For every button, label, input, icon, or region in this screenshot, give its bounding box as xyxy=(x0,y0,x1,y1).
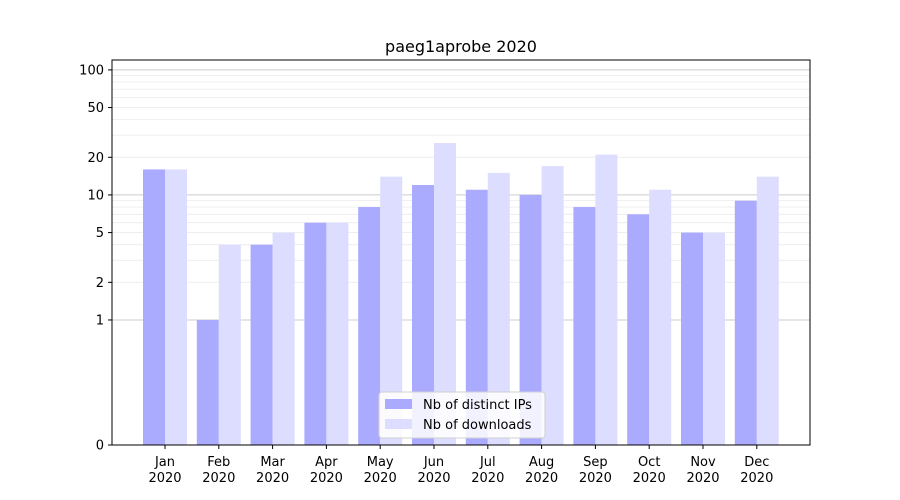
legend-label-downloads: Nb of downloads xyxy=(423,418,532,433)
x-tick-label-year: 2020 xyxy=(471,471,504,486)
legend: Nb of distinct IPs Nb of downloads xyxy=(378,391,546,439)
x-tick-label-month: Jan xyxy=(154,455,175,470)
bar-downloads xyxy=(434,143,456,445)
bar-distinct-ips xyxy=(358,207,381,445)
x-tick-label-year: 2020 xyxy=(202,471,235,486)
bar-downloads xyxy=(218,244,241,445)
x-tick-label-year: 2020 xyxy=(686,471,719,486)
y-tick-label: 1 xyxy=(96,313,104,328)
x-tick-label-month: Jul xyxy=(479,455,496,470)
x-tick-label-month: Jun xyxy=(423,455,444,470)
y-tick-label: 5 xyxy=(96,226,104,241)
x-tick-label-month: Apr xyxy=(315,455,338,470)
bar-downloads xyxy=(541,166,564,445)
x-tick-label-year: 2020 xyxy=(633,471,666,486)
x-tick-label-year: 2020 xyxy=(525,471,558,486)
bar-downloads xyxy=(487,172,510,445)
bar-downloads xyxy=(165,169,187,445)
bar-downloads xyxy=(703,232,725,445)
legend-label-distinct-ips: Nb of distinct IPs xyxy=(423,398,532,413)
chart-title: paeg1aprobe 2020 xyxy=(385,37,537,56)
x-tick-label-month: Feb xyxy=(207,455,230,470)
bar-distinct-ips xyxy=(573,207,596,445)
bar-distinct-ips xyxy=(143,169,165,445)
x-tick-label-month: May xyxy=(367,455,394,470)
y-tick-label: 100 xyxy=(79,63,104,78)
x-tick-label-year: 2020 xyxy=(310,471,343,486)
legend-swatch-downloads xyxy=(385,419,412,429)
x-tick-label-year: 2020 xyxy=(256,471,289,486)
y-tick-label: 0 xyxy=(96,439,104,454)
legend-swatch-distinct-ips xyxy=(385,399,412,409)
x-tick-label-month: Dec xyxy=(744,455,769,470)
bar-distinct-ips xyxy=(304,222,327,445)
legend-box xyxy=(378,391,546,439)
bar-distinct-ips xyxy=(250,244,273,445)
y-tick-label: 2 xyxy=(96,276,104,291)
axes-frame xyxy=(111,59,811,446)
x-tick-label-month: Mar xyxy=(260,455,285,470)
bar-distinct-ips xyxy=(412,185,434,445)
x-tick-label-year: 2020 xyxy=(364,471,397,486)
y-tick-label: 20 xyxy=(87,151,104,166)
x-tick-label-month: Sep xyxy=(583,455,608,470)
x-tick-label-month: Aug xyxy=(529,455,554,470)
x-tick-label-year: 2020 xyxy=(740,471,773,486)
bar-downloads xyxy=(595,154,618,446)
bar-distinct-ips xyxy=(734,200,757,445)
x-tick-label-month: Oct xyxy=(638,455,660,470)
bar-distinct-ips xyxy=(196,319,219,445)
y-tick-label: 50 xyxy=(87,101,104,116)
bar-distinct-ips xyxy=(519,194,542,445)
bar-distinct-ips xyxy=(627,214,650,445)
bar-downloads xyxy=(649,189,672,445)
bar-distinct-ips xyxy=(465,189,488,445)
axes-layer: 0125102050100Jan2020Feb2020Mar2020Apr202… xyxy=(79,59,811,486)
bar-downloads xyxy=(380,176,403,445)
bars-layer xyxy=(143,143,779,446)
x-tick-label-year: 2020 xyxy=(148,471,181,486)
y-tick-label: 10 xyxy=(87,188,104,203)
bar-downloads xyxy=(326,222,349,445)
bar-downloads xyxy=(756,176,779,445)
bar-downloads xyxy=(272,232,295,445)
x-tick-label-month: Nov xyxy=(690,455,716,470)
x-tick-label-year: 2020 xyxy=(417,471,450,486)
bar-distinct-ips xyxy=(681,232,703,445)
x-tick-label-year: 2020 xyxy=(579,471,612,486)
